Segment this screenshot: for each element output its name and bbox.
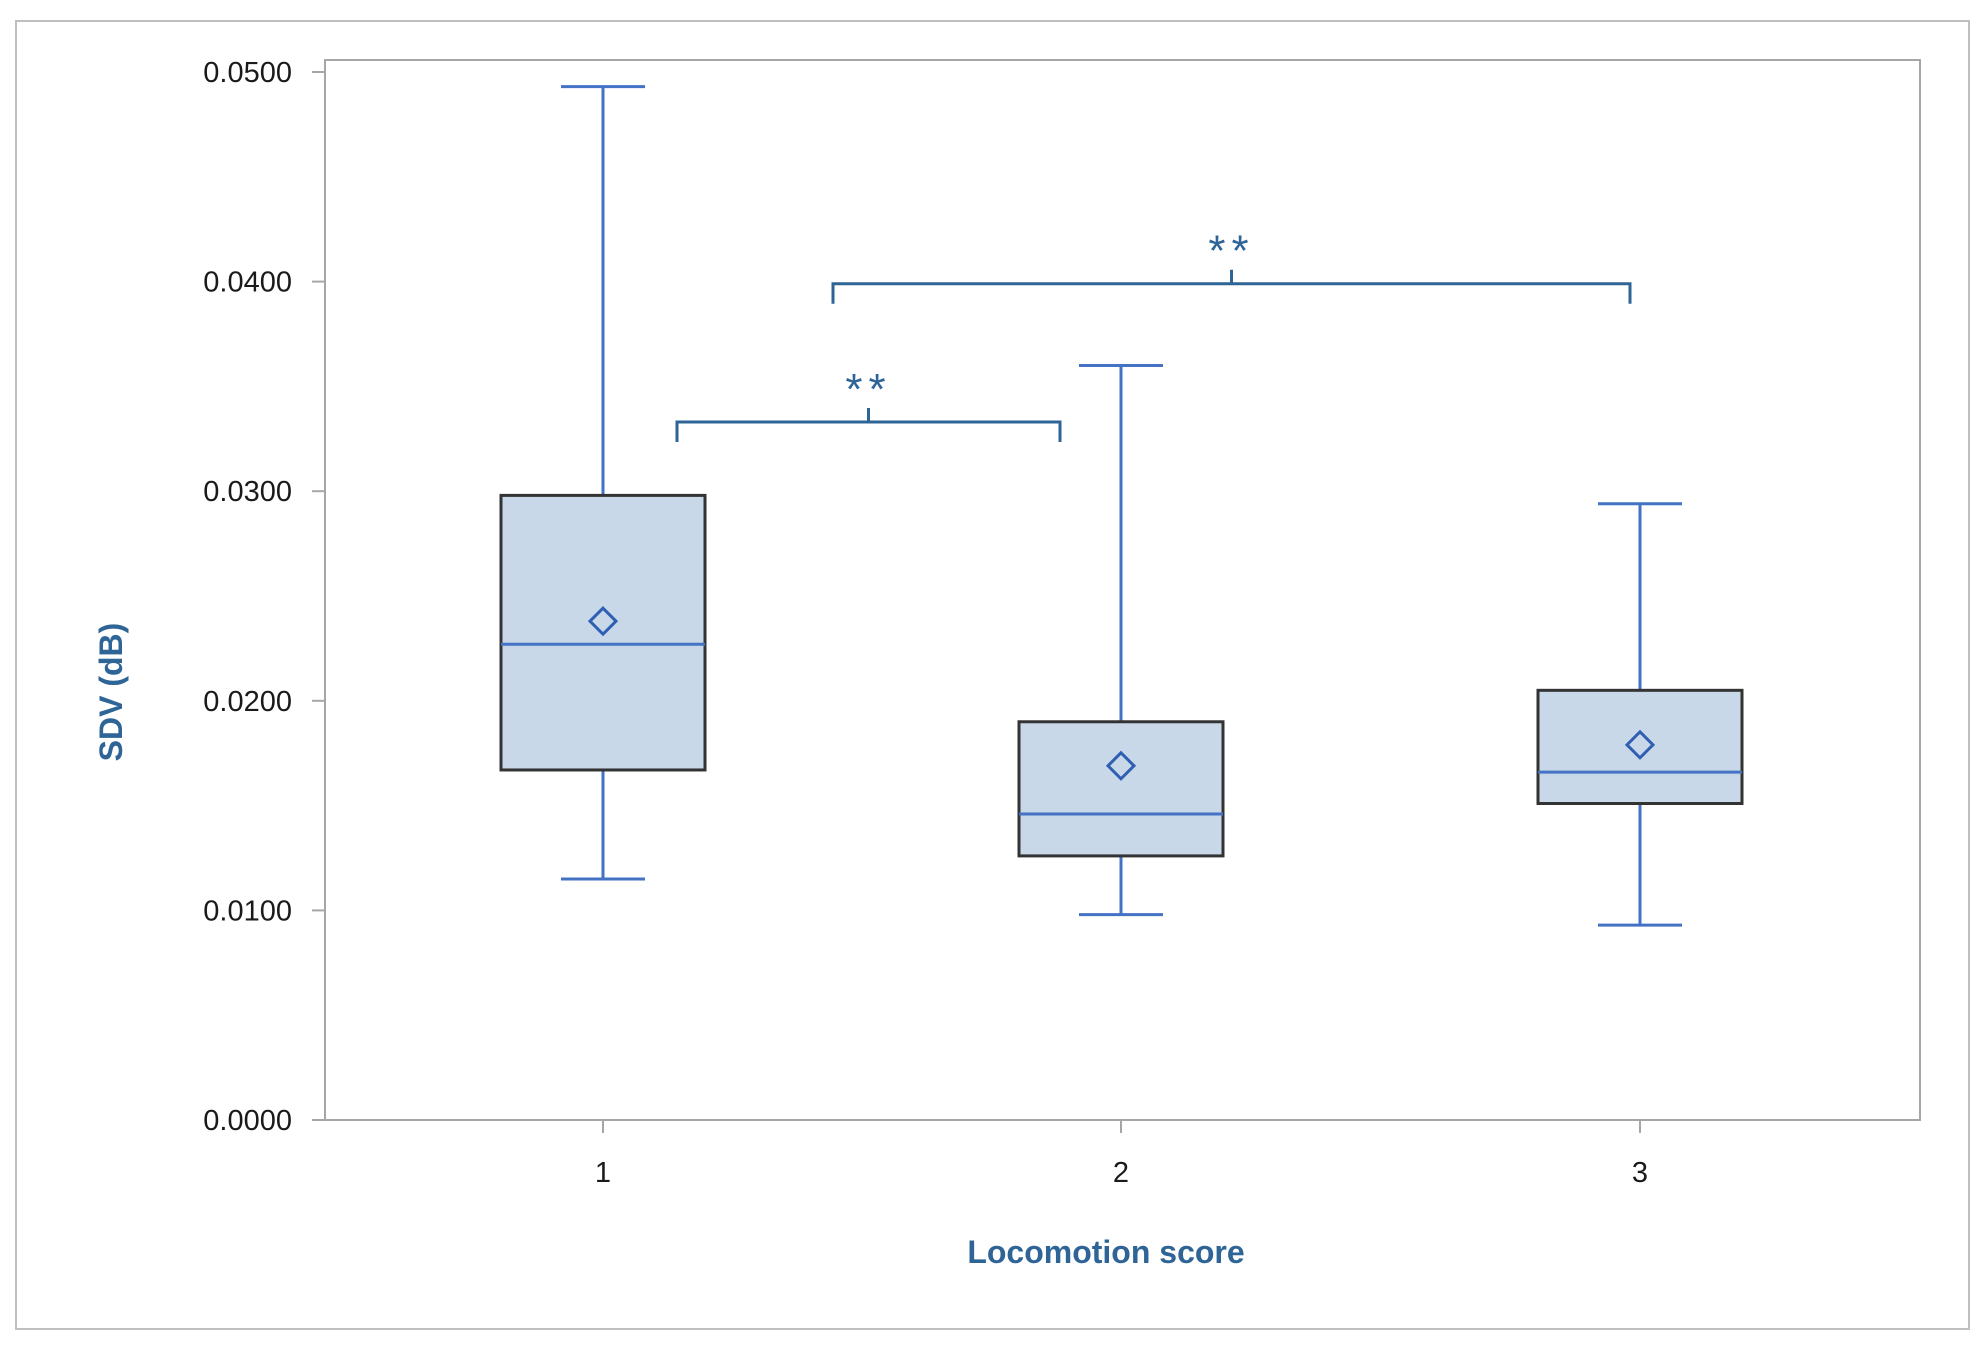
iqr-box: [1536, 688, 1744, 806]
y-tick-label: 0.0000: [203, 1105, 292, 1137]
x-tick-label: 1: [595, 1157, 611, 1189]
mean-marker: [587, 606, 619, 637]
y-tick-label: 0.0200: [203, 686, 292, 718]
x-axis: 1 2 3: [595, 1120, 1648, 1189]
significance-label: **: [1208, 227, 1254, 276]
x-tick-label: 2: [1113, 1157, 1129, 1189]
y-axis-title: SDV (dB): [93, 623, 129, 762]
figure-frame: [15, 20, 1970, 1330]
bracket-line: [831, 269, 1632, 304]
significance-brackets: ** **: [675, 227, 1632, 443]
y-axis: 0.0000 0.0100 0.0200 0.0300 0.0400 0.0500: [203, 57, 325, 1137]
iqr-box: [1017, 720, 1225, 858]
y-tick-label: 0.0400: [203, 267, 292, 299]
box-group-1: [499, 85, 707, 881]
mean-marker: [1624, 729, 1656, 760]
bracket-line: [675, 408, 1062, 443]
significance-label: **: [845, 365, 891, 414]
x-axis-title: Locomotion score: [967, 1234, 1244, 1270]
y-tick-label: 0.0100: [203, 895, 292, 927]
box-group-3: [1536, 502, 1744, 927]
y-tick-label: 0.0500: [203, 57, 292, 89]
boxes: [499, 85, 1744, 927]
plot-area: [324, 59, 1921, 1121]
significance-bracket-1-3: **: [831, 227, 1632, 304]
y-tick-label: 0.0300: [203, 476, 292, 508]
significance-bracket-1-2: **: [675, 365, 1062, 443]
box-group-2: [1017, 363, 1225, 917]
mean-marker: [1105, 750, 1137, 781]
x-tick-label: 3: [1632, 1157, 1648, 1189]
